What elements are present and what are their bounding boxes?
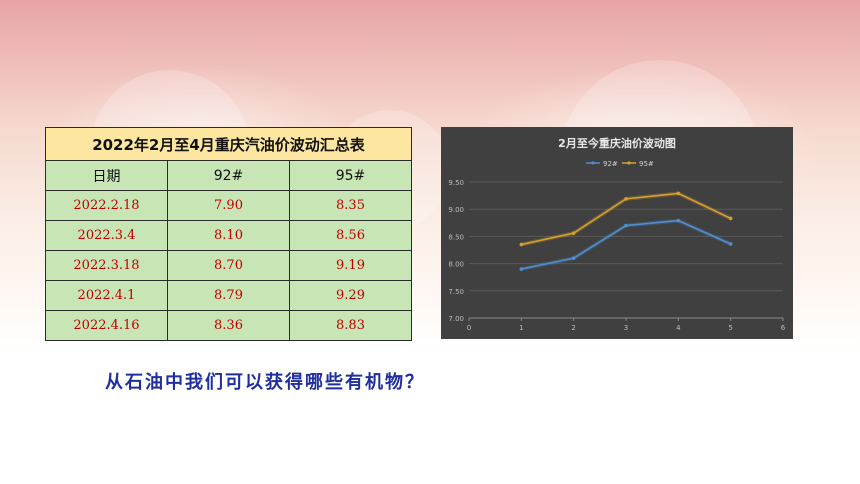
table-row: 2022.2.18 7.90 8.35	[45, 190, 412, 221]
x-tick-label: 1	[519, 324, 523, 332]
legend-marker	[591, 161, 595, 165]
legend-label: 92#	[603, 160, 618, 168]
y-tick-label: 9.00	[448, 206, 464, 214]
line-chart-svg: 2月至今重庆油价波动图 7.00 7.50 8.00 8.50 9.00 9.50 0 1 2 3…	[448, 136, 786, 332]
cell-92: 8.70	[167, 250, 290, 281]
cell-date: 2022.4.1	[45, 280, 168, 311]
x-tick-label: 0	[467, 324, 471, 332]
question-text: 从石油中我们可以获得哪些有机物？	[105, 372, 425, 393]
y-tick-label: 7.50	[448, 288, 464, 296]
data-point	[519, 267, 524, 271]
data-point	[728, 242, 733, 246]
cell-92: 8.36	[167, 310, 290, 341]
table-row: 2022.3.18 8.70 9.19	[45, 250, 412, 281]
x-tick-label: 2	[571, 324, 575, 332]
table-row: 2022.4.16 8.36 8.83	[45, 310, 412, 341]
chart-title: 2月至今重庆油价波动图	[558, 136, 676, 150]
cell-date: 2022.3.4	[45, 220, 168, 251]
cell-92: 7.90	[167, 190, 290, 221]
x-tick-label: 5	[728, 324, 732, 332]
oil-price-chart: 2月至今重庆油价波动图 7.00 7.50 8.00 8.50 9.00 9.50 0 1 2 3…	[441, 127, 793, 339]
table-row: 2022.3.4 8.10 8.56	[45, 220, 412, 251]
cell-date: 2022.2.18	[45, 190, 168, 221]
header-92: 92#	[167, 160, 290, 191]
y-tick-label: 9.50	[448, 179, 464, 187]
oil-price-table: 2022年2月至4月重庆汽油价波动汇总表 日期 92# 95# 2022.2.1…	[45, 127, 412, 341]
data-point	[571, 231, 576, 235]
cell-95: 9.19	[289, 250, 412, 281]
cell-95: 8.83	[289, 310, 412, 341]
table-header-row: 日期 92# 95#	[45, 160, 412, 191]
y-tick-label: 7.00	[448, 315, 464, 323]
data-point	[571, 256, 576, 260]
data-point	[624, 197, 628, 201]
x-tick-label: 3	[624, 324, 628, 332]
y-tick-label: 8.00	[448, 261, 464, 269]
cell-92: 8.79	[167, 280, 290, 311]
y-tick-label: 8.50	[448, 233, 464, 241]
data-point	[519, 242, 524, 247]
cell-95: 9.29	[289, 280, 412, 311]
cell-95: 8.35	[289, 190, 412, 221]
data-point	[676, 191, 681, 196]
data-point	[676, 218, 681, 223]
x-tick-label: 6	[781, 324, 786, 332]
cell-date: 2022.4.16	[45, 310, 168, 341]
legend-marker	[627, 161, 631, 165]
header-95: 95#	[289, 160, 412, 191]
data-point	[728, 216, 733, 221]
cell-92: 8.10	[167, 220, 290, 251]
table-row: 2022.4.1 8.79 9.29	[45, 280, 412, 311]
table-title: 2022年2月至4月重庆汽油价波动汇总表	[45, 127, 412, 161]
cell-95: 8.56	[289, 220, 412, 251]
header-date: 日期	[45, 160, 168, 191]
x-tick-label: 4	[676, 324, 681, 332]
cell-date: 2022.3.18	[45, 250, 168, 281]
legend-label: 95#	[639, 160, 654, 168]
data-point	[624, 223, 628, 228]
